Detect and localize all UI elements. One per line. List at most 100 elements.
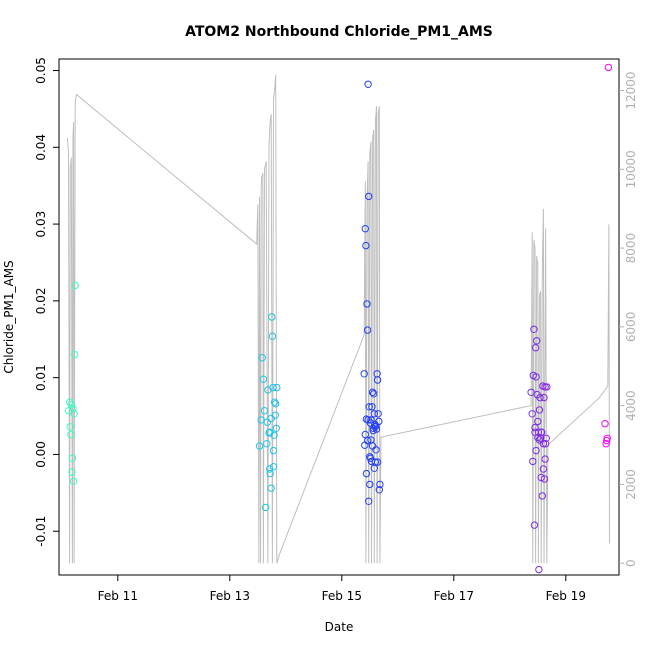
- data-point: [540, 393, 548, 402]
- line-series: [66, 74, 610, 564]
- data-point: [70, 410, 78, 418]
- data-point: [365, 192, 373, 201]
- data-point: [268, 332, 277, 340]
- data-point: [603, 436, 611, 445]
- y-axis-label: Chloride_PM1_AMS: [2, 260, 16, 373]
- data-point: [362, 469, 371, 478]
- x-tick-label: Feb 17: [434, 589, 474, 603]
- data-point: [360, 370, 368, 378]
- data-point: [533, 337, 541, 345]
- data-point: [371, 420, 379, 429]
- data-point: [268, 313, 276, 321]
- data-point: [273, 383, 281, 392]
- data-point: [527, 388, 535, 396]
- data-point: [539, 465, 548, 473]
- data-point: [602, 440, 610, 448]
- data-point: [261, 503, 270, 512]
- y2-tick-label: 8000: [624, 233, 638, 264]
- y2-tick-label: 0: [624, 559, 638, 567]
- data-point: [271, 411, 279, 419]
- y2-tick-label: 12000: [624, 71, 638, 109]
- data-point: [368, 442, 377, 450]
- data-point: [66, 423, 74, 431]
- data-point: [65, 398, 74, 406]
- data-point: [374, 410, 382, 418]
- data-point: [365, 497, 373, 505]
- data-point: [366, 454, 375, 462]
- data-point: [534, 417, 542, 426]
- data-point: [69, 404, 77, 413]
- data-point: [363, 300, 371, 308]
- data-point: [71, 281, 79, 290]
- chart-title: ATOM2 Northbound Chloride_PM1_AMS: [185, 24, 493, 40]
- data-point: [263, 440, 271, 448]
- data-point: [376, 480, 384, 489]
- y-axis: -0.01 0.00 0.01 0.02 0.03 0.04 0.05: [34, 57, 59, 547]
- y-tick-label: 0.00: [34, 441, 48, 468]
- data-point: [543, 383, 551, 391]
- data-point: [372, 425, 381, 433]
- data-point: [531, 423, 539, 432]
- data-point: [536, 393, 544, 402]
- data-point: [269, 463, 278, 471]
- data-point: [68, 454, 77, 462]
- data-point: [368, 403, 376, 411]
- y-tick-label: 0.02: [34, 288, 48, 315]
- y2-tick-label: 2000: [624, 469, 638, 500]
- scatter-series: [64, 63, 613, 574]
- data-point: [265, 465, 274, 473]
- data-point: [367, 416, 375, 424]
- data-point: [532, 446, 540, 455]
- y-tick-label: 0.05: [34, 57, 48, 84]
- data-point: [535, 436, 544, 444]
- data-point: [529, 457, 537, 466]
- data-point: [370, 390, 378, 398]
- y-tick-label: 0.04: [34, 134, 48, 161]
- data-point: [535, 565, 543, 574]
- data-point: [541, 455, 549, 463]
- data-point: [604, 63, 613, 72]
- data-point: [266, 469, 274, 478]
- data-point: [534, 433, 542, 442]
- data-point: [364, 80, 372, 89]
- data-point: [538, 492, 546, 500]
- data-point: [270, 398, 279, 406]
- data-point: [535, 406, 544, 414]
- data-point: [373, 458, 382, 466]
- data-point: [67, 400, 76, 409]
- y2-tick-label: 4000: [624, 390, 638, 421]
- data-point: [259, 375, 268, 383]
- data-point: [365, 403, 373, 411]
- data-point: [71, 350, 79, 359]
- x-tick-label: Feb 11: [98, 589, 138, 603]
- data-point: [267, 484, 275, 492]
- data-point: [531, 344, 540, 352]
- x-axis: Feb 11 Feb 13 Feb 15 Feb 17 Feb 19: [98, 575, 586, 603]
- data-point: [255, 442, 264, 450]
- data-point: [263, 418, 271, 426]
- data-point: [528, 410, 536, 418]
- data-point: [537, 473, 545, 482]
- data-point: [69, 477, 78, 485]
- data-point: [361, 430, 369, 439]
- data-point: [257, 416, 265, 424]
- secondary-y-axis: 0 2000 4000 6000 8000 10000 12000: [619, 71, 638, 567]
- data-point: [64, 407, 73, 415]
- data-point: [362, 241, 370, 250]
- data-point: [269, 446, 278, 455]
- data-point: [541, 440, 550, 448]
- y2-tick-label: 6000: [624, 312, 638, 343]
- data-point: [375, 486, 383, 494]
- data-point: [370, 464, 378, 472]
- data-point: [370, 410, 378, 418]
- data-point: [270, 431, 278, 439]
- data-point: [260, 407, 269, 415]
- data-point: [540, 475, 549, 483]
- data-point: [361, 225, 369, 233]
- data-point: [269, 383, 277, 392]
- data-point: [368, 388, 377, 396]
- data-point: [366, 480, 374, 489]
- x-axis-label: Date: [325, 620, 354, 634]
- data-point: [364, 416, 372, 424]
- y-tick-label: 0.01: [34, 364, 48, 391]
